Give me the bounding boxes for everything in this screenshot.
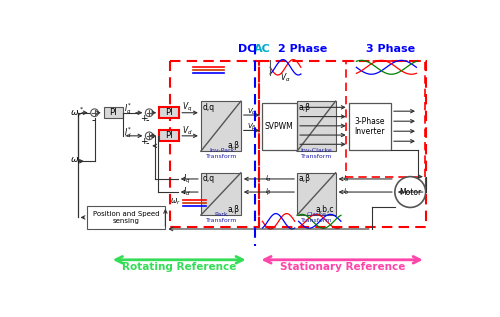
Text: Clarke
Transform: Clarke Transform <box>300 212 332 223</box>
Bar <box>297 173 336 215</box>
Text: -: - <box>92 115 95 125</box>
Text: Rotating Reference: Rotating Reference <box>122 262 236 273</box>
Text: 3 Phase: 3 Phase <box>366 44 416 54</box>
Circle shape <box>146 109 153 117</box>
Text: $I_d$: $I_d$ <box>183 186 191 198</box>
Text: AC: AC <box>254 44 271 54</box>
Text: Inv-Clarke
Transform: Inv-Clarke Transform <box>300 148 332 159</box>
Bar <box>170 61 258 227</box>
Circle shape <box>146 132 153 140</box>
Text: $I_d^*$: $I_d^*$ <box>124 125 132 140</box>
Text: -: - <box>145 115 148 125</box>
Text: a,b,c: a,b,c <box>316 204 334 214</box>
Bar <box>258 61 426 227</box>
Text: $\omega_r^*$: $\omega_r^*$ <box>70 105 84 120</box>
Text: $i_\alpha$: $i_\alpha$ <box>266 174 272 184</box>
Bar <box>201 101 241 151</box>
Text: Park
Transform: Park Transform <box>206 212 238 223</box>
Bar <box>104 107 123 118</box>
Text: a,β: a,β <box>228 204 239 214</box>
Text: +: + <box>140 138 147 146</box>
Text: $I_q$: $I_q$ <box>183 172 190 185</box>
Text: $I_q^*$: $I_q^*$ <box>124 102 132 117</box>
Text: a,β: a,β <box>298 103 310 112</box>
Bar <box>262 103 297 150</box>
Text: PI: PI <box>166 108 173 117</box>
Text: Motor: Motor <box>399 188 421 197</box>
Circle shape <box>90 109 98 117</box>
FancyArrowPatch shape <box>264 256 420 263</box>
Text: +: + <box>140 114 147 123</box>
Text: $\omega_r$: $\omega_r$ <box>70 156 82 166</box>
Text: d,q: d,q <box>202 103 214 112</box>
Text: Position and Speed
sensing: Position and Speed sensing <box>93 211 160 224</box>
Text: a,β: a,β <box>228 141 239 150</box>
Text: d,q: d,q <box>202 174 214 183</box>
Text: DC: DC <box>238 44 256 54</box>
Text: Inv-Park
Transform: Inv-Park Transform <box>206 148 238 159</box>
Bar <box>159 107 180 118</box>
Text: $i_a$: $i_a$ <box>344 174 350 184</box>
FancyArrowPatch shape <box>116 256 242 263</box>
Text: $V_q$: $V_q$ <box>182 101 192 114</box>
Text: $i_\beta$: $i_\beta$ <box>266 186 272 198</box>
Bar <box>159 130 180 141</box>
Text: PI: PI <box>166 131 173 140</box>
Bar <box>346 61 425 177</box>
Circle shape <box>395 177 426 207</box>
Text: $V_\alpha$: $V_\alpha$ <box>246 107 256 117</box>
Text: 3-Phase
Inverter: 3-Phase Inverter <box>354 117 384 136</box>
Text: PI: PI <box>109 108 117 117</box>
Bar <box>297 101 336 151</box>
Text: $i_b$: $i_b$ <box>344 187 350 197</box>
Text: $V_d$: $V_d$ <box>182 124 192 137</box>
Text: $V_\alpha$: $V_\alpha$ <box>280 72 291 84</box>
Bar <box>201 173 241 215</box>
Text: a,β: a,β <box>298 174 310 183</box>
Text: -: - <box>145 138 148 148</box>
Text: $\omega_r$: $\omega_r$ <box>170 197 181 207</box>
Text: 2 Phase: 2 Phase <box>278 44 327 54</box>
Text: Stationary Reference: Stationary Reference <box>280 262 405 273</box>
Bar <box>87 206 166 229</box>
Bar <box>348 103 391 150</box>
Text: SVPWM: SVPWM <box>265 122 294 131</box>
Text: $V_\beta$: $V_\beta$ <box>247 122 256 133</box>
